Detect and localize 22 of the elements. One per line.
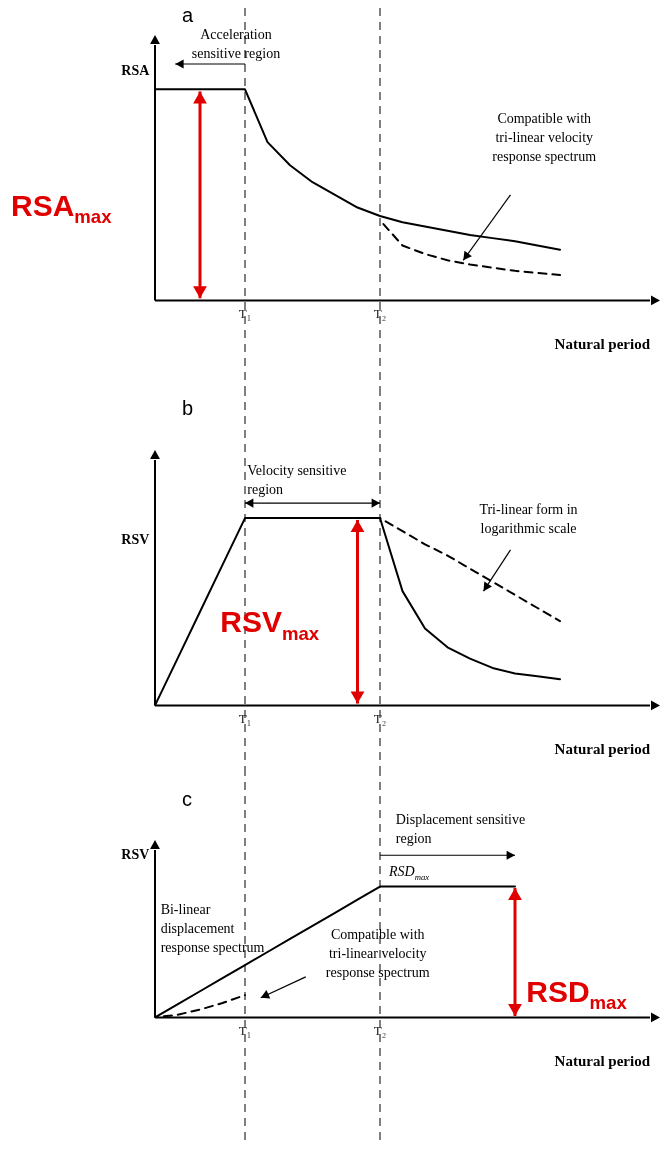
x-axis-title: Natural period: [554, 335, 651, 352]
x-tick-label: T₁: [238, 305, 252, 321]
y-axis-title: RSA: [121, 62, 151, 78]
text: Displacement sensitive region: [395, 811, 526, 846]
annotation: Tri-linear form in logarithmic scale: [479, 502, 578, 537]
x-tick-label: T₁: [238, 1022, 252, 1038]
y-axis-title: RSV: [121, 532, 150, 548]
chart-title: a: [182, 3, 194, 26]
annotation: Compatible with tri-linear velocity response spectrum: [492, 111, 597, 165]
text: Velocity sensitive region: [247, 462, 347, 497]
annotation: Compatible with tri-linear velocity response spectrum: [325, 926, 430, 980]
x-tick-label: T₁: [238, 710, 252, 726]
x-axis-title: Natural period: [554, 740, 651, 757]
x-tick-label: T₂: [373, 1022, 387, 1038]
chart-title: b: [182, 397, 194, 420]
chart-title: c: [182, 787, 192, 810]
y-axis-title: RSV: [121, 847, 150, 863]
annotation: Bi-linear displacement response spectrum: [160, 902, 265, 956]
text: Acceleration sensitive region: [191, 26, 281, 61]
x-tick-label: T₂: [373, 305, 387, 321]
x-axis-title: Natural period: [554, 1052, 651, 1069]
x-tick-label: T₂: [373, 710, 387, 726]
